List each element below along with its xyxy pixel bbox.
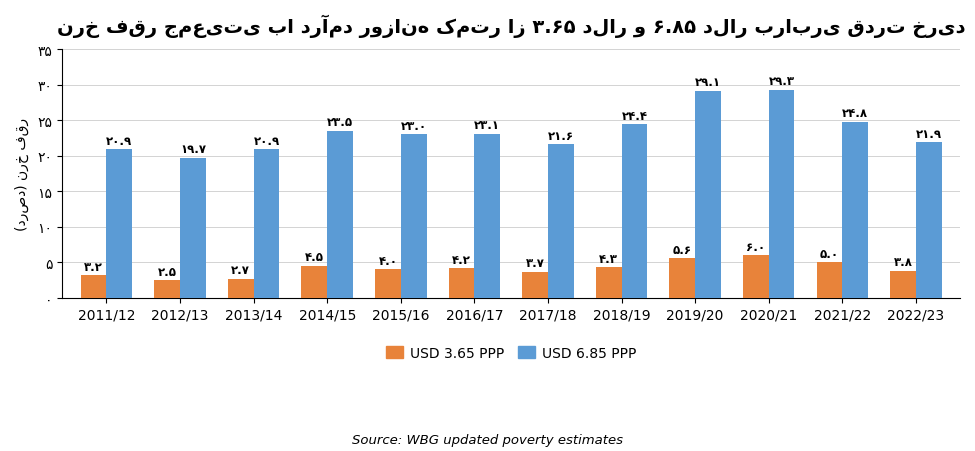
Text: Source: WBG updated poverty estimates: Source: WBG updated poverty estimates <box>352 433 623 446</box>
Bar <box>670 258 695 298</box>
Bar <box>816 263 842 298</box>
Text: ۲۱.۹: ۲۱.۹ <box>916 127 942 140</box>
Text: ۲۰.۹: ۲۰.۹ <box>254 134 280 147</box>
Text: ۶.۰: ۶.۰ <box>746 240 765 253</box>
Text: ۳.۲: ۳.۲ <box>84 260 103 273</box>
Bar <box>621 125 647 298</box>
Text: ۲۱.۶: ۲۱.۶ <box>548 129 574 143</box>
Text: ۲۴.۴: ۲۴.۴ <box>621 110 647 123</box>
Text: ۲۰.۹: ۲۰.۹ <box>106 134 133 147</box>
Bar <box>228 279 254 298</box>
Bar <box>523 272 548 298</box>
Bar <box>328 132 353 298</box>
Text: ۲۹.۳: ۲۹.۳ <box>768 75 795 88</box>
Bar <box>301 266 328 298</box>
Bar <box>375 270 401 298</box>
Bar <box>596 268 621 298</box>
Text: ۱۹.۷: ۱۹.۷ <box>180 143 206 156</box>
Bar <box>548 145 573 298</box>
Bar <box>401 135 426 298</box>
Bar <box>695 92 721 298</box>
Bar <box>890 271 916 298</box>
Text: ۲۳.۱: ۲۳.۱ <box>474 119 500 132</box>
Text: ۲۳.۵: ۲۳.۵ <box>327 116 353 129</box>
Legend: USD 3.65 PPP, USD 6.85 PPP: USD 3.65 PPP, USD 6.85 PPP <box>380 341 642 366</box>
Text: ۲۹.۱: ۲۹.۱ <box>695 76 721 89</box>
Bar <box>448 268 475 298</box>
Text: ۵.۰: ۵.۰ <box>820 247 838 260</box>
Bar <box>180 158 206 298</box>
Text: ۲.۷: ۲.۷ <box>231 263 251 276</box>
Text: ۳.۷: ۳.۷ <box>526 257 544 269</box>
Text: ۲۳.۰: ۲۳.۰ <box>401 120 427 133</box>
Text: ۴.۳: ۴.۳ <box>600 252 618 265</box>
Bar <box>743 256 768 298</box>
Text: ۴.۲: ۴.۲ <box>452 253 471 266</box>
Bar <box>916 143 942 298</box>
Title: نرخ فقر جمعیتی با درآمد روزانه کمتر از ۳.۶۵ دلار و ۶.۸۵ دلار برابری قدرت خرید: نرخ فقر جمعیتی با درآمد روزانه کمتر از ۳… <box>57 15 965 38</box>
Text: ۴.۰: ۴.۰ <box>378 254 398 267</box>
Bar <box>842 122 868 298</box>
Bar <box>254 150 280 298</box>
Text: ۵.۶: ۵.۶ <box>673 243 692 256</box>
Bar <box>81 276 106 298</box>
Bar <box>475 134 500 298</box>
Text: ۴.۵: ۴.۵ <box>305 251 324 264</box>
Text: ۲۴.۸: ۲۴.۸ <box>842 107 868 120</box>
Bar <box>154 281 180 298</box>
Bar <box>768 90 795 298</box>
Text: ۳.۸: ۳.۸ <box>893 256 913 269</box>
Text: ۲.۵: ۲.۵ <box>158 265 176 278</box>
Y-axis label: (درصد) نرخ فقر: (درصد) نرخ فقر <box>15 118 29 230</box>
Bar <box>106 150 133 298</box>
